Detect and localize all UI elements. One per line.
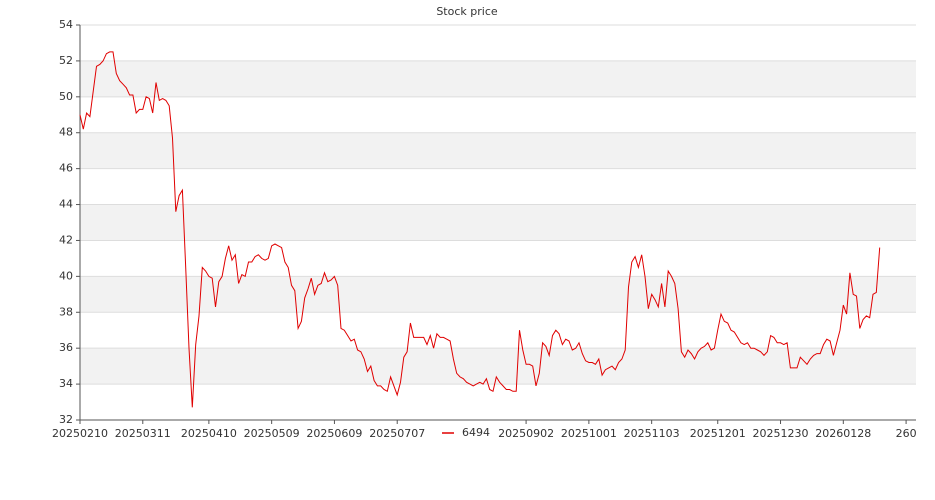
grid-band — [80, 132, 916, 169]
line-series — [79, 51, 881, 408]
x-tick-label: 20251230 — [753, 427, 809, 440]
x-tick-label: 20250707 — [369, 427, 425, 440]
x-tick-label: 260 — [896, 427, 917, 440]
x-tick-label: 20250609 — [306, 427, 362, 440]
y-tick-label: 42 — [59, 233, 73, 246]
x-tick-label: 20251001 — [561, 427, 617, 440]
y-tick-label: 36 — [59, 341, 73, 354]
y-tick-label: 38 — [59, 305, 73, 318]
y-tick-label: 32 — [59, 413, 73, 426]
x-tick-label: 20250210 — [52, 427, 108, 440]
y-tick-label: 48 — [59, 126, 73, 139]
y-tick-label: 50 — [59, 90, 73, 103]
y-tick-label: 34 — [59, 377, 73, 390]
grid-band — [80, 60, 916, 97]
x-tick-label: 20251103 — [624, 427, 680, 440]
legend-label: 6494 — [462, 426, 490, 439]
chart-title: Stock price — [436, 5, 498, 18]
x-tick-label: 20250902 — [498, 427, 554, 440]
x-tick-label: 20260128 — [815, 427, 871, 440]
y-tick-label: 44 — [59, 198, 73, 211]
grid-band — [80, 204, 916, 241]
x-tick-label: 20250311 — [115, 427, 171, 440]
x-tick-label: 20251201 — [690, 427, 746, 440]
grid-band — [80, 348, 916, 385]
y-tick-label: 54 — [59, 18, 73, 31]
y-tick-label: 40 — [59, 269, 73, 282]
x-tick-label: 20250410 — [181, 427, 237, 440]
y-tick-label: 46 — [59, 162, 73, 175]
y-tick-label: 52 — [59, 54, 73, 67]
grid-band — [80, 276, 916, 313]
x-tick-label: 20250509 — [244, 427, 300, 440]
